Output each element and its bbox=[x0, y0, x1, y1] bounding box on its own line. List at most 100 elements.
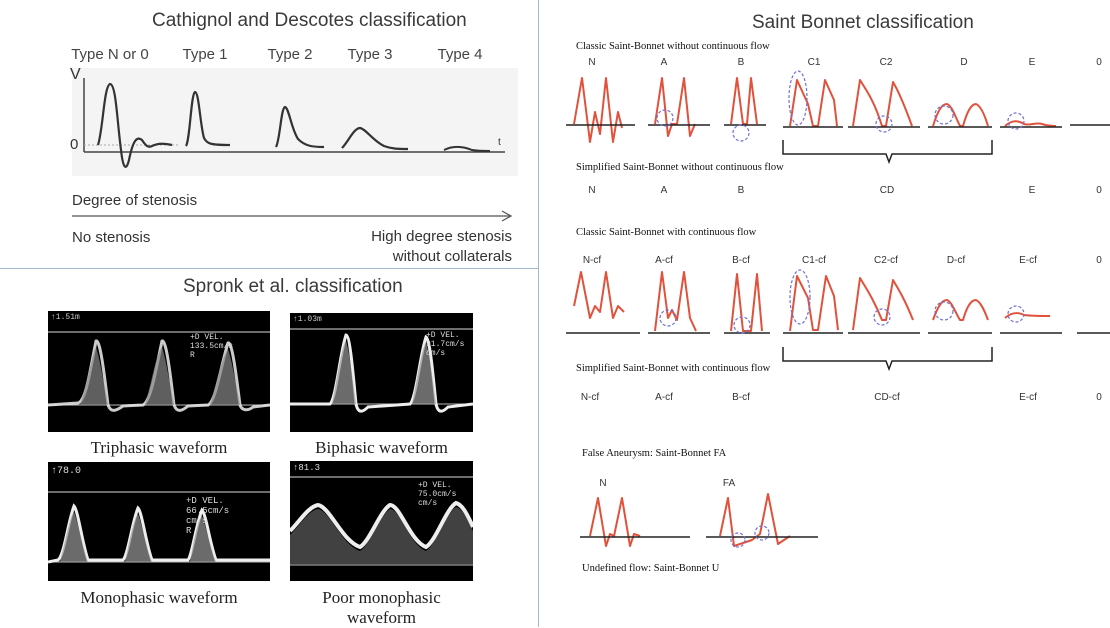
triphasic-readout-top: ↑1.51m bbox=[51, 313, 80, 322]
sb-circle-d bbox=[934, 105, 954, 125]
biphasic-caption: Biphasic waveform bbox=[315, 438, 448, 457]
vertical-divider bbox=[538, 0, 539, 627]
sb-wave-a bbox=[654, 77, 696, 137]
poor-monophasic-doppler-image: ↑81.3 +D VEL. 75.0cm/s cm/s bbox=[290, 461, 473, 581]
sb-wave-n-cf bbox=[573, 271, 625, 319]
sb-row3-label-c2-cf: C2-cf bbox=[874, 255, 898, 266]
monophasic-caption: Monophasic waveform bbox=[80, 588, 238, 607]
sb-bracket-with-cf bbox=[782, 347, 993, 372]
sb-row1-label-e: E bbox=[1028, 57, 1036, 68]
sb-row2-label-e: E bbox=[1028, 185, 1036, 196]
sb-bracket-without-cf bbox=[782, 140, 993, 165]
sb-row1-label-d: D bbox=[960, 57, 968, 68]
sb-row1-label-c2: C2 bbox=[879, 57, 893, 68]
cathignol-type-1: Type 1 bbox=[182, 46, 228, 63]
sb-row2-subtitle: Simplified Saint-Bonnet without continuo… bbox=[576, 162, 784, 173]
sb-wave-c2-cf bbox=[852, 277, 914, 331]
cathignol-type-3: Type 3 bbox=[347, 46, 393, 63]
sb-circle-a bbox=[656, 109, 674, 127]
sb-circle-b-cf bbox=[733, 316, 751, 334]
sb-row3-label-e-cf: E-cf bbox=[1019, 255, 1037, 266]
stenosis-arrowhead bbox=[501, 210, 513, 222]
sb-circle-c2-cf bbox=[873, 308, 891, 326]
sb-wave-e-cf bbox=[1004, 312, 1051, 319]
poor-monophasic-readout-top: ↑81.3 bbox=[293, 463, 321, 473]
sb-row3-label-b-cf: B-cf bbox=[732, 255, 750, 266]
cathignol-axis-t: t bbox=[498, 137, 501, 148]
sb-circle-d-cf bbox=[934, 301, 954, 321]
waveform-type-3 bbox=[341, 126, 409, 151]
cathignol-type-n: Type N or 0 bbox=[71, 46, 149, 63]
monophasic-trace bbox=[48, 503, 270, 564]
high-stenosis-line1: High degree stenosis bbox=[371, 228, 512, 245]
poor-monophasic-caption: Poor monophasic waveform bbox=[290, 588, 473, 628]
sb-row3-label-0: 0 bbox=[1096, 255, 1102, 266]
cathignol-title: Cathignol and Descotes classification bbox=[152, 10, 467, 31]
sb-row4-label-cd-cf: CD-cf bbox=[874, 392, 900, 403]
poor-monophasic-caption-line2: waveform bbox=[347, 608, 416, 627]
saint-bonnet-title: Saint Bonnet classification bbox=[752, 12, 974, 33]
sb-circle-fa-1 bbox=[730, 532, 746, 548]
biphasic-readout: +D VEL. 91.7cm/s cm/s bbox=[426, 331, 465, 358]
degree-of-stenosis-label: Degree of stenosis bbox=[72, 192, 198, 209]
poor-monophasic-trace bbox=[290, 500, 473, 550]
triphasic-doppler-image: ↑1.51m +D VEL. 133.5cm/s R bbox=[48, 311, 270, 432]
sb-row2-label-b: B bbox=[737, 185, 745, 196]
no-stenosis-label: No stenosis bbox=[72, 229, 151, 246]
biphasic-trace bbox=[290, 333, 473, 413]
sb-row4-label-b-cf: B-cf bbox=[732, 392, 750, 403]
sb-row3-label-n-cf: N-cf bbox=[582, 255, 602, 266]
high-stenosis-label: High degree stenosis without collaterals bbox=[360, 227, 512, 267]
monophasic-readout-top: ↑78.0 bbox=[51, 466, 82, 477]
sb-wave-e bbox=[1004, 120, 1057, 127]
waveform-type-4 bbox=[443, 146, 491, 152]
monophasic-readout: +D VEL. 66.5cm/s cm/s R bbox=[186, 496, 230, 536]
sb-row3-label-c1-cf: C1-cf bbox=[802, 255, 826, 266]
sb-row3-label-d-cf: D-cf bbox=[946, 255, 966, 266]
sb-row4-subtitle: Simplified Saint-Bonnet with continuous … bbox=[576, 363, 771, 374]
sb-wave-d-cf bbox=[932, 299, 989, 321]
sb-wave-d bbox=[932, 103, 989, 127]
sb-row1-label-0: 0 bbox=[1096, 57, 1102, 68]
sb-circle-b bbox=[732, 124, 750, 142]
sb-wave-n bbox=[573, 77, 623, 143]
sb-row3-subtitle: Classic Saint-Bonnet with continuous flo… bbox=[576, 227, 757, 238]
sb-row1-label-n: N bbox=[588, 57, 596, 68]
sb-wave-fa bbox=[719, 493, 791, 547]
high-stenosis-line2: without collaterals bbox=[392, 248, 512, 265]
sb-fa-label-fa: FA bbox=[722, 478, 736, 489]
waveform-type-1 bbox=[184, 90, 231, 147]
sb-row4-label-n-cf: N-cf bbox=[580, 392, 600, 403]
sb-circle-a-cf bbox=[659, 309, 677, 327]
waveform-type-n bbox=[96, 82, 173, 168]
sb-circle-c1 bbox=[788, 70, 808, 126]
sb-row1-subtitle: Classic Saint-Bonnet without continuous … bbox=[576, 41, 770, 52]
sb-fa-label-n: N bbox=[599, 478, 607, 489]
sb-fa-subtitle: False Aneurysm: Saint-Bonnet FA bbox=[582, 448, 727, 459]
sb-circle-e bbox=[1007, 112, 1025, 130]
sb-row1-label-c1: C1 bbox=[807, 57, 821, 68]
sb-row2-label-0: 0 bbox=[1096, 185, 1102, 196]
sb-wave-c1-cf bbox=[789, 275, 839, 332]
waveform-type-2 bbox=[274, 105, 325, 149]
triphasic-trace bbox=[48, 339, 270, 412]
sb-row2-label-n: N bbox=[588, 185, 596, 196]
sb-wave-a-cf bbox=[654, 271, 697, 332]
sb-row3-label-a-cf: A-cf bbox=[655, 255, 673, 266]
cathignol-axis-v: V bbox=[70, 66, 81, 83]
sb-row1-label-a: A bbox=[660, 57, 668, 68]
spronk-title: Spronk et al. classification bbox=[183, 276, 403, 297]
sb-row2-label-a: A bbox=[660, 185, 668, 196]
sb-circle-fa-2 bbox=[754, 525, 770, 541]
sb-undefined-label: Undefined flow: Saint-Bonnet U bbox=[582, 563, 720, 574]
sb-row1-label-b: B bbox=[737, 57, 745, 68]
cathignol-axis-zero: 0 bbox=[70, 136, 79, 153]
horizontal-divider bbox=[0, 268, 538, 269]
triphasic-readout: +D VEL. 133.5cm/s R bbox=[190, 333, 234, 360]
sb-circle-e-cf bbox=[1007, 305, 1025, 323]
sb-row4-label-e-cf: E-cf bbox=[1019, 392, 1037, 403]
sb-circle-c2 bbox=[875, 115, 893, 133]
poor-monophasic-readout: +D VEL. 75.0cm/s cm/s bbox=[418, 481, 457, 508]
monophasic-doppler-image: ↑78.0 +D VEL. 66.5cm/s cm/s R bbox=[48, 462, 270, 581]
sb-wave-c1 bbox=[789, 79, 838, 127]
